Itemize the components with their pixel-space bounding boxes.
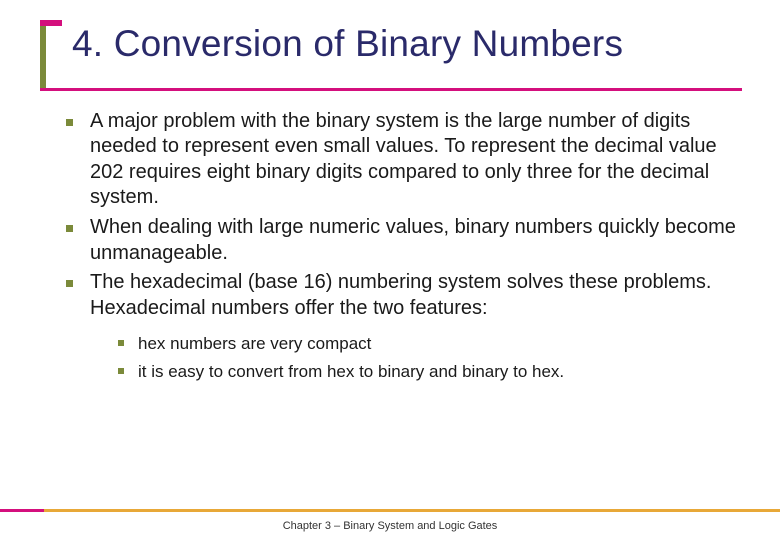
slide: 4. Conversion of Binary Numbers A major … [0, 0, 780, 540]
sub-bullet-item: it is easy to convert from hex to binary… [114, 359, 740, 385]
sub-bullet-list: hex numbers are very compact it is easy … [90, 331, 740, 384]
accent-top-bar [40, 20, 62, 26]
sub-bullet-text: it is easy to convert from hex to binary… [138, 362, 564, 381]
bullet-item: When dealing with large numeric values, … [60, 215, 740, 266]
title-area: 4. Conversion of Binary Numbers [0, 0, 780, 75]
footer-divider [0, 509, 780, 512]
sub-bullet-text: hex numbers are very compact [138, 334, 371, 353]
bullet-text: When dealing with large numeric values, … [90, 216, 736, 264]
slide-body: A major problem with the binary system i… [0, 75, 780, 385]
bullet-list: A major problem with the binary system i… [60, 109, 740, 385]
bullet-item: The hexadecimal (base 16) numbering syst… [60, 270, 740, 384]
bullet-item: A major problem with the binary system i… [60, 109, 740, 211]
slide-title: 4. Conversion of Binary Numbers [52, 24, 760, 65]
sub-bullet-item: hex numbers are very compact [114, 331, 740, 357]
accent-vertical-bar [40, 20, 46, 88]
bullet-text: The hexadecimal (base 16) numbering syst… [90, 271, 711, 319]
accent-underline [40, 88, 742, 91]
footer-text: Chapter 3 – Binary System and Logic Gate… [0, 520, 780, 532]
bullet-text: A major problem with the binary system i… [90, 110, 717, 209]
